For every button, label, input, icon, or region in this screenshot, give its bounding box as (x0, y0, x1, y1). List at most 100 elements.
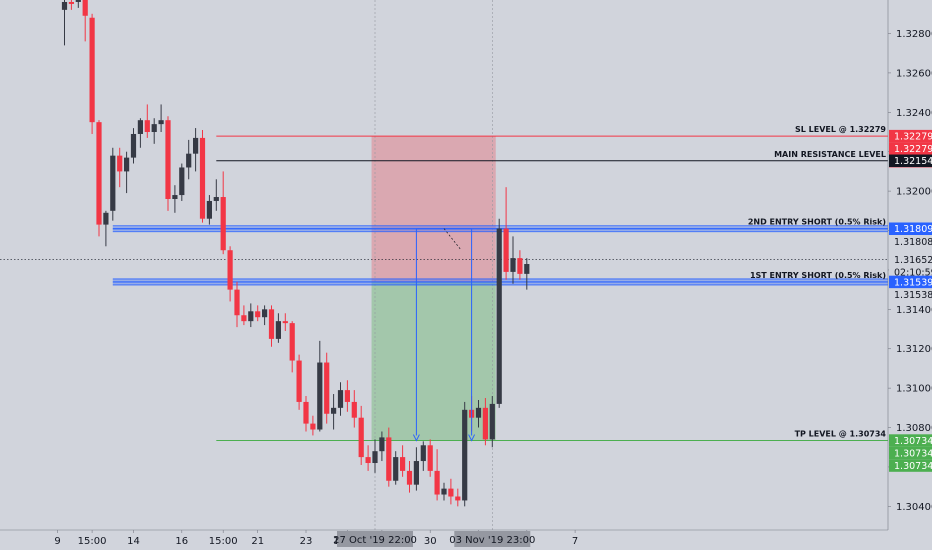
price-path-dashes (443, 228, 462, 251)
candle-body (503, 228, 509, 272)
price-tag (889, 154, 932, 168)
time-tick-label: 30 (424, 536, 437, 547)
price-tag (889, 235, 932, 248)
candle-body (386, 437, 392, 481)
candle-body (489, 403, 495, 440)
price-tick-label: 1.31400 (896, 305, 932, 316)
candle-body (482, 407, 488, 440)
candle-body (103, 212, 109, 225)
candle-body (96, 122, 102, 225)
candle-body (337, 390, 344, 408)
candle-body (524, 264, 530, 274)
level-label: SL LEVEL @ 1.32279 (795, 125, 886, 134)
candle-body (344, 390, 350, 402)
time-tick-label: 7 (572, 536, 578, 547)
candle-body (400, 457, 406, 471)
price-tag (889, 446, 932, 460)
candle-body (179, 167, 185, 196)
price-tick-label: 1.32600 (896, 68, 932, 79)
price-tag-label: 1.30734 (894, 448, 932, 459)
time-highlight-label: 27 Oct '19 22:00 (333, 535, 417, 546)
time-highlight-box (337, 531, 413, 547)
price-tag-label: 1.32279 (894, 132, 932, 143)
candle-body (517, 258, 523, 274)
candle-body (351, 401, 357, 418)
candle-body (255, 311, 261, 318)
candle-body (282, 321, 288, 324)
candle-body (475, 407, 482, 418)
candle-body (110, 155, 116, 211)
price-tag-label: 1.31539 (894, 277, 932, 288)
time-tick-label: 16 (175, 536, 188, 547)
level-label: 2ND ENTRY SHORT (0.5% Risk) (748, 218, 886, 227)
price-tag-label: 1.30734 (894, 461, 932, 472)
projection-arrow-head (468, 434, 476, 442)
candle-body (434, 470, 440, 495)
price-axis[interactable]: 1.328001.326001.324001.322001.320001.318… (887, 0, 932, 530)
price-tick-label: 1.30400 (896, 502, 932, 513)
stop-loss-zone (371, 136, 496, 283)
candle-body (227, 250, 233, 290)
time-tick-label: 15:00 (209, 536, 238, 547)
candle-body (248, 311, 254, 322)
candle-body (406, 470, 413, 485)
price-tick-label: 1.30800 (896, 423, 932, 434)
price-tag-label: 1.31808 (894, 237, 932, 248)
price-tag (889, 275, 932, 289)
price-tag (889, 459, 932, 472)
candle-body (462, 409, 468, 501)
candle-body (331, 407, 337, 414)
candle-body (61, 1, 68, 10)
candle-body (124, 157, 130, 172)
price-tag (889, 222, 932, 235)
candle-body (413, 461, 419, 485)
candle-body (172, 195, 178, 199)
candle-body (193, 137, 199, 154)
time-tick-label: 15:00 (78, 536, 107, 547)
candlesticks (61, 0, 530, 507)
candle-body (303, 401, 309, 424)
candle-body (317, 362, 323, 430)
price-tag-label: 1.31652 (894, 255, 932, 266)
time-tick-label: 21 (251, 536, 264, 547)
candle-body (82, 0, 88, 16)
projection-arrows (412, 228, 476, 442)
price-tag (889, 434, 932, 447)
candle-body (165, 120, 171, 199)
candle-body (137, 120, 143, 134)
candle-body (393, 457, 399, 481)
candle-body (496, 228, 502, 404)
candle-body (289, 323, 295, 361)
candle-body (130, 133, 137, 158)
candle-body (199, 137, 206, 219)
price-tag (889, 253, 932, 266)
time-tick-label: 9 (54, 536, 60, 547)
level-label: TP LEVEL @ 1.30734 (795, 430, 887, 439)
candle-body (206, 200, 212, 219)
projection-arrow-head (412, 434, 420, 442)
price-tag-label: 1.32154 (894, 156, 932, 167)
candle-body (455, 496, 461, 501)
candle-body (420, 445, 426, 462)
price-tag (889, 288, 932, 301)
price-tick-label: 1.32800 (896, 29, 932, 40)
time-tick-label: 14 (127, 536, 140, 547)
candle-body (220, 197, 226, 251)
candle-body (117, 155, 123, 172)
price-tag-label: 02:10:59 (894, 268, 932, 279)
price-tick-label: 1.31000 (896, 384, 932, 395)
price-tag-label: 1.31538 (894, 290, 932, 301)
level-label: MAIN RESISTANCE LEVEL (774, 150, 886, 159)
candle-body (186, 153, 192, 168)
price-tag-label: 1.31809 (894, 224, 932, 235)
level-label: 1ST ENTRY SHORT (0.5% Risk) (750, 271, 886, 280)
price-tick-label: 1.32400 (896, 108, 932, 119)
candle-body (310, 423, 316, 430)
candle-body (358, 417, 364, 458)
candle-body (75, 0, 81, 2)
price-tick-label: 1.32000 (896, 187, 932, 198)
candle-body (144, 120, 150, 133)
price-tick-label: 1.31200 (896, 344, 932, 355)
